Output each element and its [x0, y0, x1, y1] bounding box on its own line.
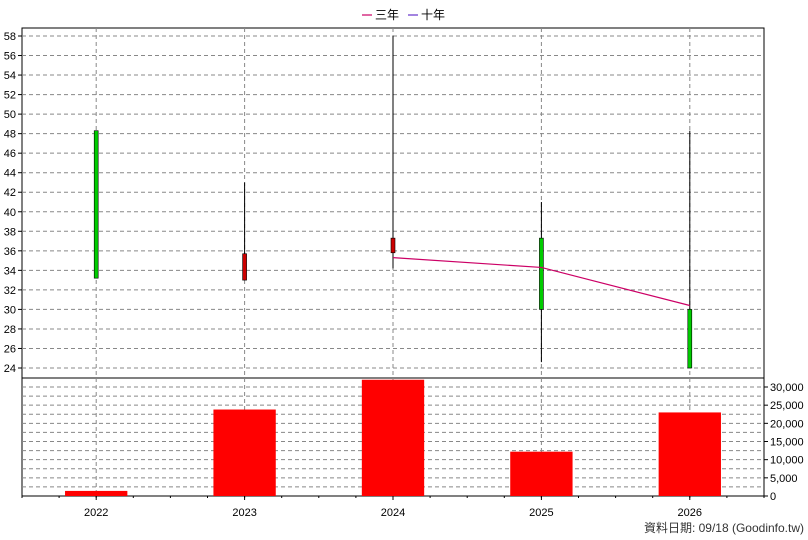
- candle-body: [93, 130, 99, 279]
- volume-bar: [65, 490, 128, 496]
- candle-body: [539, 237, 544, 310]
- three-year-series-line: [392, 257, 690, 307]
- price-tick-label: 30: [4, 304, 16, 316]
- price-tick-label: 52: [4, 90, 16, 102]
- candle-body: [687, 309, 693, 369]
- price-tick-label: 24: [4, 363, 16, 375]
- price-tick-label: 44: [4, 168, 16, 180]
- price-tick-label: 42: [4, 187, 16, 199]
- price-axis: 24 26 28 30 32 34 36 38 40 42 44 46 48 50 52 54 56 58: [4, 31, 22, 375]
- volume-bar: [361, 379, 425, 496]
- volume-tick-label: 0: [770, 491, 776, 503]
- legend: 三年 十年: [362, 8, 445, 22]
- legend-label-ten-year: 十年: [421, 8, 445, 22]
- volume-axis: 0 5,000 10,000 15,000 20,000 25,000 30,000: [764, 382, 804, 503]
- volume-bars: [65, 379, 721, 496]
- legend-label-three-year: 三年: [375, 8, 399, 22]
- price-tick-label: 54: [4, 70, 16, 82]
- x-tick-label: 2023: [232, 507, 256, 519]
- volume-bar: [213, 409, 276, 496]
- price-tick-label: 56: [4, 51, 16, 63]
- price-tick-label: 34: [4, 265, 16, 277]
- price-tick-label: 38: [4, 226, 16, 238]
- candles: [93, 36, 693, 369]
- volume-bar: [658, 412, 721, 496]
- x-tick-label: 2025: [529, 507, 553, 519]
- volume-tick-label: 5,000: [770, 473, 798, 485]
- volume-tick-label: 10,000: [770, 455, 804, 467]
- price-tick-label: 58: [4, 31, 16, 43]
- x-tick-label: 2022: [84, 507, 108, 519]
- x-tick-label: 2026: [678, 507, 702, 519]
- volume-tick-label: 30,000: [770, 382, 804, 394]
- price-tick-label: 26: [4, 343, 16, 355]
- price-tick-label: 28: [4, 324, 16, 336]
- volume-tick-label: 20,000: [770, 418, 804, 430]
- three-year-line: [392, 257, 690, 307]
- candle-body: [242, 253, 247, 281]
- price-tick-label: 36: [4, 246, 16, 258]
- volume-tick-label: 25,000: [770, 400, 804, 412]
- candle-body: [390, 237, 396, 254]
- volume-bar: [510, 451, 573, 496]
- x-axis: 2022 2023 2024 2025 2026: [21, 496, 765, 519]
- price-tick-label: 50: [4, 109, 16, 121]
- price-tick-label: 40: [4, 207, 16, 219]
- price-tick-label: 48: [4, 129, 16, 141]
- volume-tick-label: 15,000: [770, 437, 804, 449]
- x-tick-label: 2024: [381, 507, 405, 519]
- price-tick-label: 32: [4, 285, 16, 297]
- price-tick-label: 46: [4, 148, 16, 160]
- footer-source: 資料日期: 09/18 (Goodinfo.tw): [644, 521, 804, 535]
